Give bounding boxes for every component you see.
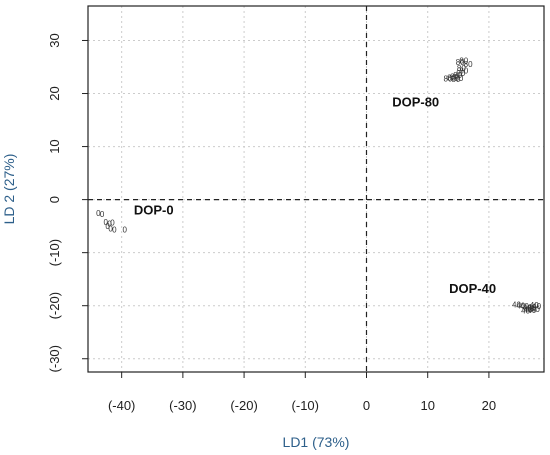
plot-frame [87,5,545,373]
data-point: 0 [104,218,109,227]
data-point: 0 [105,222,110,231]
y-tick-label: (-30) [47,345,62,372]
data-point: 80 [459,57,468,66]
data-point: 40 [527,306,536,315]
x-tick-label: (-10) [292,398,319,413]
grid [88,6,544,372]
x-tick-label: (-30) [169,398,196,413]
y-axis-ticks: (-30) (-20) (-10) 0 10 20 30 [47,33,88,372]
y-tick-label: 20 [47,86,62,100]
data-point: 80 [453,71,462,80]
data-point: 40 [521,306,530,315]
data-point: 0 [110,218,115,227]
y-axis-title: LD 2 (27%) [1,154,17,225]
data-point: 80 [451,75,460,84]
y-tick-label: 30 [47,33,62,47]
data-point: 40 [523,303,532,312]
data-point: 40 [532,302,541,311]
data-point: 80 [447,74,456,83]
x-tick-label: 0 [363,398,370,413]
x-tick-label: (-20) [230,398,257,413]
data-point: 40 [527,303,536,312]
data-point: 40 [512,301,521,310]
group-label: DOP-40 [449,281,496,296]
x-tick-label: 20 [482,398,496,413]
data-point: 80 [456,69,465,78]
data-point: 40 [516,302,525,311]
data-point: 0 [100,210,105,219]
x-axis-ticks: (-40) (-30) (-20) (-10) 0 10 20 [108,372,496,413]
data-point: 40 [524,305,533,314]
data-point: 0 [108,224,113,233]
y-tick-label: 0 [47,196,62,203]
data-point: 40 [520,302,529,311]
data-point: 80 [450,73,459,82]
data-point: 40 [525,304,534,313]
data-point: 80 [454,74,463,83]
group-label: DOP-80 [392,94,439,109]
group-label: DOP-0 [134,202,174,217]
y-tick-label: (-20) [47,292,62,319]
data-point: 0 [122,225,127,234]
x-axis-title: LD1 (73%) [283,434,350,450]
data-point: 80 [443,75,452,84]
data-point: 0 [96,209,101,218]
data-point: 80 [459,67,468,76]
data-point: 0 [112,225,117,234]
data-point: 40 [530,301,539,310]
data-point: 40 [531,305,540,314]
y-tick-label: (-10) [47,239,62,266]
group-labels: DOP-0 DOP-40 DOP-80 [134,94,496,296]
y-tick-label: 10 [47,139,62,153]
reference-lines [88,6,544,372]
data-point: 80 [456,58,465,67]
data-point: 0 [107,219,112,228]
data-point: 80 [457,64,466,73]
x-tick-label: 10 [420,398,434,413]
data-point: 80 [464,60,473,69]
x-tick-label: (-40) [108,398,135,413]
